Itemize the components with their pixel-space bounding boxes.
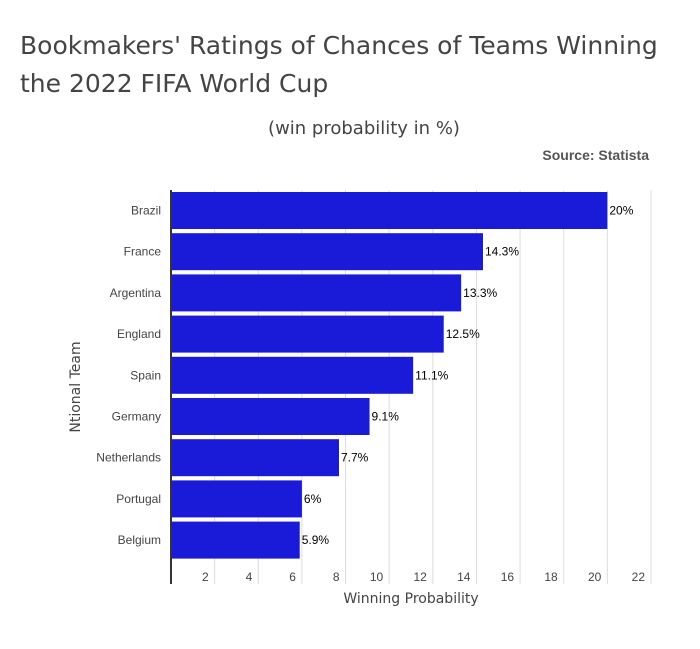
- chart-source: Source: Statista: [542, 147, 649, 163]
- data-label-england: 12.5%: [446, 327, 480, 341]
- x-axis-title: Winning Probability: [343, 591, 478, 607]
- x-tick-label: 14: [457, 570, 471, 584]
- data-label-brazil: 20%: [609, 204, 633, 218]
- category-label-belgium: Belgium: [118, 533, 161, 547]
- y-axis-title: Ntional Team: [68, 341, 84, 432]
- data-label-belgium: 5.9%: [302, 533, 330, 547]
- data-label-netherlands: 7.7%: [341, 451, 369, 465]
- bar-argentina: [171, 274, 462, 312]
- x-tick-label: 4: [246, 570, 253, 584]
- data-label-portugal: 6%: [304, 492, 322, 506]
- bar-france: [171, 233, 483, 271]
- chart-title-line-2: the 2022 FIFA World Cup: [20, 69, 329, 98]
- category-label-argentina: Argentina: [110, 286, 162, 300]
- x-tick-label: 12: [413, 570, 427, 584]
- data-label-germany: 9.1%: [372, 410, 400, 424]
- data-labels: 20% 14.3% 13.3% 12.5% 11.1% 9.1% 7.7% 6% 5.9%: [302, 204, 634, 548]
- data-label-france: 14.3%: [485, 245, 519, 259]
- category-label-portugal: Portugal: [116, 492, 161, 506]
- category-label-netherlands: Netherlands: [96, 451, 161, 465]
- bars: [171, 192, 608, 559]
- bar-germany: [171, 398, 370, 435]
- x-tick-label: 20: [588, 570, 602, 584]
- x-tick-label: 8: [333, 570, 340, 584]
- x-tick-label: 16: [501, 570, 515, 584]
- category-label-germany: Germany: [112, 410, 161, 424]
- x-tick-label: 6: [289, 570, 296, 584]
- category-label-england: England: [117, 327, 161, 341]
- chart-subtitle: (win probability in %): [268, 118, 460, 139]
- category-label-brazil: Brazil: [131, 204, 161, 218]
- x-tick-label: 10: [370, 570, 384, 584]
- chart-title-line-1: Bookmakers' Ratings of Chances of Teams …: [20, 31, 658, 60]
- bar-spain: [171, 356, 414, 394]
- bar-portugal: [171, 480, 302, 518]
- bar-england: [171, 315, 444, 353]
- data-label-argentina: 13.3%: [463, 286, 497, 300]
- bar-belgium: [171, 521, 300, 559]
- x-tick-label: 18: [544, 570, 558, 584]
- x-tick-labels: 2 4 6 8 10 12 14 16 18 20 22: [202, 570, 645, 584]
- bar-brazil: [171, 192, 608, 229]
- category-labels: Brazil France Argentina England Spain Germany…: [96, 204, 161, 548]
- category-label-spain: Spain: [130, 368, 161, 382]
- category-label-france: France: [124, 245, 162, 259]
- x-tick-label: 2: [202, 570, 209, 584]
- x-tick-label: 22: [632, 570, 646, 584]
- bar-netherlands: [171, 439, 339, 477]
- data-label-spain: 11.1%: [415, 368, 448, 382]
